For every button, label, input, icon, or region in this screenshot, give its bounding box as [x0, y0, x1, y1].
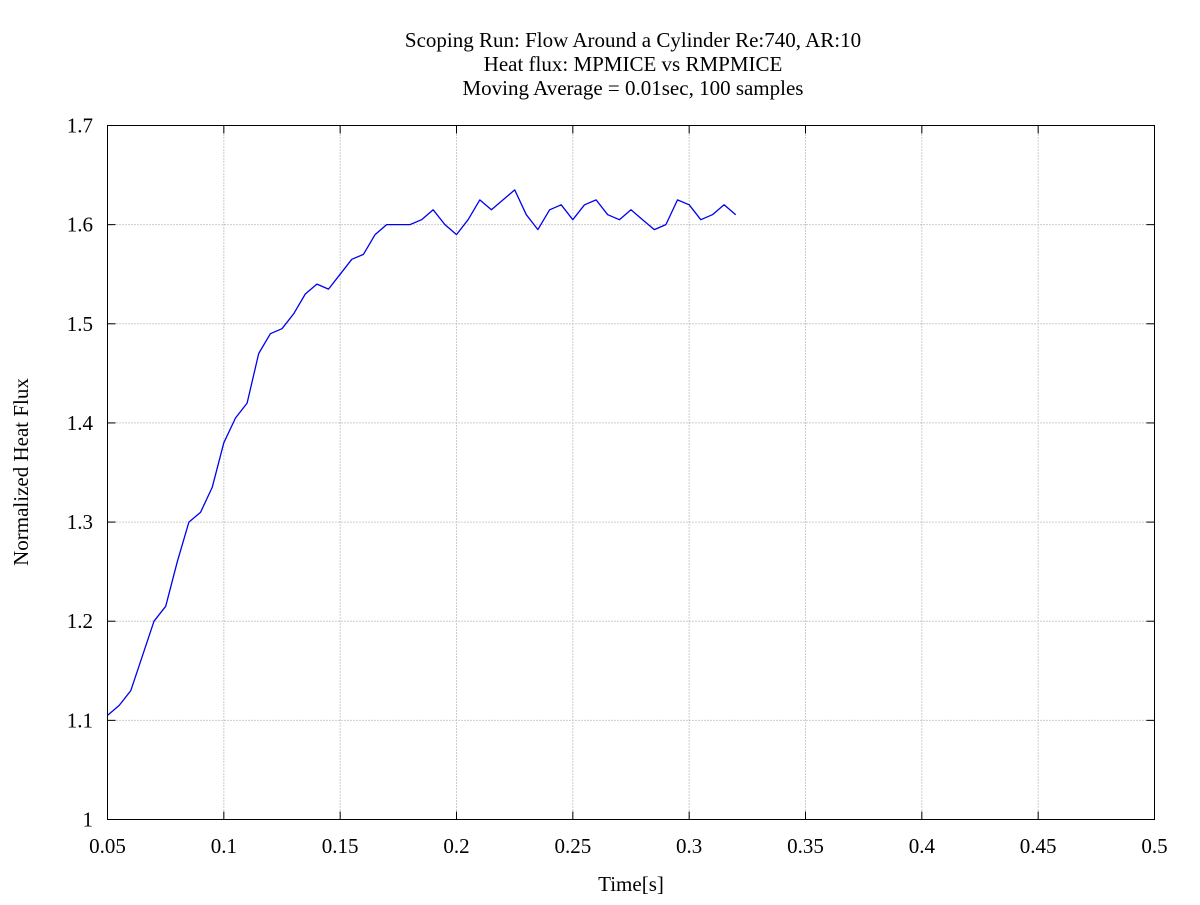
x-axis-label: Time[s] — [598, 872, 664, 896]
x-tick-label: 0.35 — [787, 834, 824, 858]
y-tick-label: 1.1 — [67, 708, 93, 732]
y-tick-label: 1.6 — [67, 213, 93, 237]
x-tick-label: 0.25 — [554, 834, 591, 858]
x-tick-label: 0.3 — [676, 834, 702, 858]
x-tick-label: 0.5 — [1141, 834, 1167, 858]
y-tick-label: 1 — [83, 808, 94, 832]
grid — [107, 125, 1155, 820]
x-tick-label: 0.15 — [322, 834, 359, 858]
y-tick-label: 1.5 — [67, 312, 93, 336]
x-tick-label: 0.45 — [1020, 834, 1057, 858]
series-layer — [107, 189, 737, 716]
title-line-2: Heat flux: MPMICE vs RMPMICE — [484, 52, 783, 76]
y-tick-label: 1.2 — [67, 609, 93, 633]
x-tick-label: 0.2 — [443, 834, 469, 858]
y-tick-label: 1.3 — [67, 510, 93, 534]
y-tick-label: 1.4 — [67, 411, 94, 435]
series-line-0 — [107, 189, 737, 716]
x-tick-label: 0.05 — [89, 834, 126, 858]
ticks — [107, 125, 1155, 820]
x-tick-labels: 0.05 0.1 0.15 0.2 0.25 0.3 0.35 0.4 0.45 0.5 — [89, 834, 1168, 858]
chart-title: Scoping Run: Flow Around a Cylinder Re:7… — [405, 28, 861, 100]
y-tick-labels: 1 1.1 1.2 1.3 1.4 1.5 1.6 1.7 — [67, 114, 94, 832]
title-line-3: Moving Average = 0.01sec, 100 samples — [463, 76, 804, 100]
x-tick-label: 0.4 — [909, 834, 936, 858]
y-tick-label: 1.7 — [67, 114, 93, 138]
plot-frame — [107, 125, 1155, 820]
y-axis-label: Normalized Heat Flux — [9, 378, 33, 566]
x-tick-label: 0.1 — [211, 834, 237, 858]
title-line-1: Scoping Run: Flow Around a Cylinder Re:7… — [405, 28, 861, 52]
